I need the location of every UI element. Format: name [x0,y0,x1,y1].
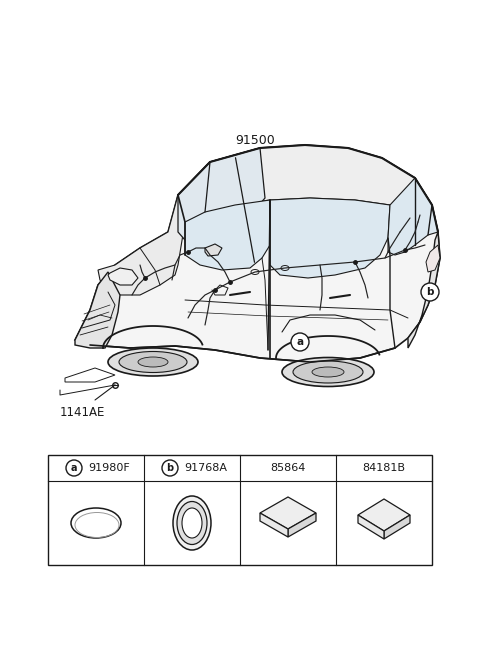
Ellipse shape [312,367,344,377]
Ellipse shape [282,358,374,386]
Polygon shape [358,515,384,539]
Ellipse shape [108,348,198,376]
Circle shape [162,460,178,476]
Polygon shape [75,272,120,348]
Polygon shape [358,499,410,531]
Ellipse shape [138,357,168,367]
Text: 84181B: 84181B [362,463,406,473]
Polygon shape [185,200,270,270]
Ellipse shape [173,496,211,550]
Ellipse shape [293,361,363,383]
Polygon shape [260,497,316,529]
Circle shape [66,460,82,476]
Polygon shape [388,178,438,255]
Polygon shape [288,513,316,537]
Polygon shape [178,148,265,240]
Ellipse shape [177,502,207,544]
Text: a: a [297,337,303,347]
Ellipse shape [182,508,202,538]
Text: 91980F: 91980F [88,463,130,473]
Polygon shape [98,195,185,295]
Circle shape [291,333,309,351]
Polygon shape [260,513,288,537]
Ellipse shape [71,508,121,538]
Text: 85864: 85864 [270,463,306,473]
Text: b: b [167,463,174,473]
Polygon shape [178,145,438,232]
Ellipse shape [119,352,187,373]
Polygon shape [75,145,440,362]
Polygon shape [108,268,138,285]
Text: 1141AE: 1141AE [60,405,106,419]
Text: a: a [71,463,77,473]
Polygon shape [426,245,440,272]
Polygon shape [384,515,410,539]
Bar [48,455,432,565]
Text: 91500: 91500 [235,134,275,147]
Circle shape [421,283,439,301]
Polygon shape [205,244,222,256]
Polygon shape [270,198,390,278]
Polygon shape [408,232,440,348]
Text: 91768A: 91768A [184,463,227,473]
Text: b: b [426,287,434,297]
